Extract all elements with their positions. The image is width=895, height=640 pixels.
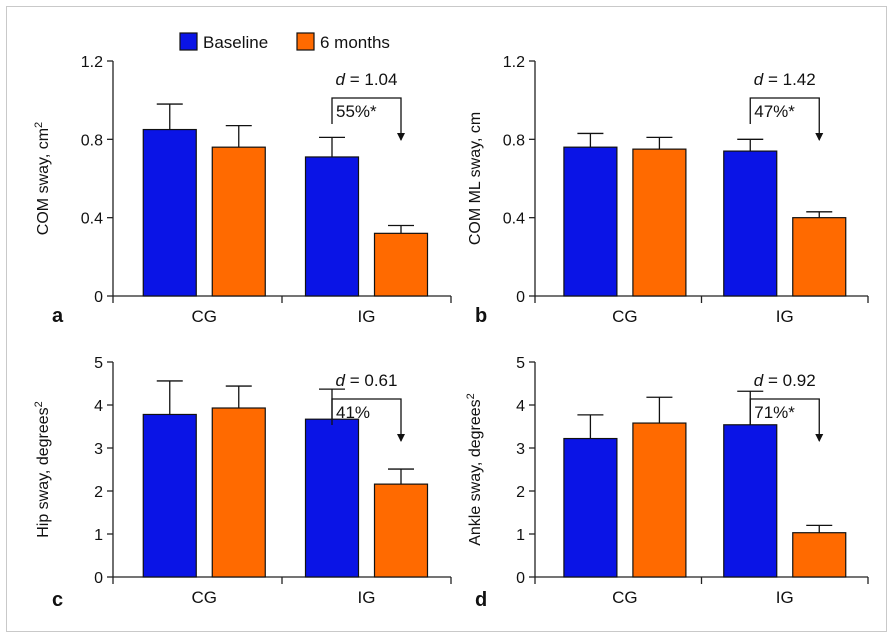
percent-change-label: 71%* (754, 403, 795, 422)
x-tick-label: IG (358, 307, 376, 326)
effect-size-symbol: d (336, 371, 346, 390)
bar-6-months (373, 483, 429, 578)
arrow-head-icon (815, 133, 824, 141)
y-axis-label-superscript: 2 (465, 393, 477, 399)
percent-change-label: 55%* (336, 102, 377, 121)
legend-label: 6 months (320, 33, 390, 52)
effect-size-value: = 1.04 (345, 70, 397, 89)
y-axis-label: COM ML sway, cm (467, 112, 484, 245)
bar-6-months (632, 422, 687, 578)
y-tick-label: 1 (516, 527, 525, 544)
panel-label: d (475, 589, 487, 611)
effect-size-symbol: d (336, 70, 346, 89)
x-tick-label: CG (192, 307, 218, 326)
bar-6-months (373, 232, 429, 297)
y-tick-label: 2 (516, 484, 525, 501)
effect-size-symbol: d (754, 371, 764, 390)
arrow-head-icon (815, 434, 824, 442)
comparison-bracket (749, 97, 820, 140)
panel-label: c (52, 589, 63, 611)
bar-baseline (304, 418, 360, 578)
y-tick-label: 5 (516, 355, 525, 372)
effect-size-symbol: d (754, 70, 764, 89)
effect-size-value: = 1.42 (763, 70, 815, 89)
y-tick-label: 5 (94, 355, 103, 372)
bar-6-months (792, 217, 847, 297)
y-tick-label: 0 (516, 289, 525, 306)
y-tick-label: 2 (94, 484, 103, 501)
arrow-head-icon (397, 133, 405, 141)
bar-6-months (211, 146, 266, 297)
y-axis-label: Hip sway, degrees2 (33, 401, 52, 538)
comparison-bracket (749, 398, 820, 441)
y-tick-label: 0 (94, 570, 103, 587)
comparison-bracket (331, 398, 402, 441)
legend-swatch (179, 32, 198, 51)
y-axis-label-text: COM sway, cm (35, 128, 52, 235)
y-axis-label: COM sway, cm2 (33, 122, 52, 235)
bar-baseline (142, 413, 197, 578)
effect-size-label: d = 1.42 (754, 70, 816, 89)
y-tick-label: 4 (94, 398, 103, 415)
y-tick-label: 0.8 (503, 132, 525, 149)
panel-label: b (475, 305, 487, 327)
legend-label: Baseline (203, 33, 268, 52)
y-tick-label: 3 (94, 441, 103, 458)
y-axis-label-superscript: 2 (33, 122, 45, 128)
bar-baseline (563, 437, 618, 578)
x-tick-label: IG (776, 307, 794, 326)
y-tick-label: 0.8 (81, 132, 103, 149)
bar-baseline (304, 156, 360, 297)
x-tick-label: IG (776, 588, 794, 607)
y-tick-label: 0 (94, 289, 103, 306)
y-axis-label-text: COM ML sway, cm (467, 112, 484, 245)
panel-label: a (52, 305, 64, 327)
y-axis-label-text: Hip sway, degrees (35, 407, 52, 537)
bar-baseline (723, 150, 778, 297)
bar-6-months (632, 148, 687, 297)
effect-size-value: = 0.92 (763, 371, 815, 390)
y-tick-label: 0 (516, 570, 525, 587)
y-tick-label: 0.4 (503, 211, 525, 228)
comparison-bracket (331, 97, 402, 140)
bar-6-months (211, 407, 266, 578)
figure-frame (6, 6, 887, 632)
bar-baseline (142, 128, 197, 297)
arrow-head-icon (397, 434, 405, 442)
y-axis-label-superscript: 2 (33, 401, 45, 407)
effect-size-label: d = 0.61 (336, 371, 398, 390)
effect-size-value: = 0.61 (345, 371, 397, 390)
y-tick-label: 0.4 (81, 211, 103, 228)
bar-6-months (792, 532, 847, 578)
percent-change-label: 41% (336, 403, 370, 422)
percent-change-label: 47%* (754, 102, 795, 121)
y-tick-label: 4 (516, 398, 525, 415)
y-tick-label: 1 (94, 527, 103, 544)
x-tick-label: IG (358, 588, 376, 607)
x-tick-label: CG (612, 588, 638, 607)
bar-baseline (563, 146, 618, 297)
y-tick-label: 3 (516, 441, 525, 458)
effect-size-label: d = 1.04 (336, 70, 398, 89)
x-tick-label: CG (192, 588, 218, 607)
y-axis-label-text: Ankle sway, degrees (467, 399, 484, 545)
effect-size-label: d = 0.92 (754, 371, 816, 390)
legend-swatch (296, 32, 315, 51)
y-axis-label: Ankle sway, degrees2 (465, 393, 484, 546)
bar-baseline (723, 424, 778, 578)
y-tick-label: 1.2 (503, 54, 525, 71)
y-tick-label: 1.2 (81, 54, 103, 71)
x-tick-label: CG (612, 307, 638, 326)
